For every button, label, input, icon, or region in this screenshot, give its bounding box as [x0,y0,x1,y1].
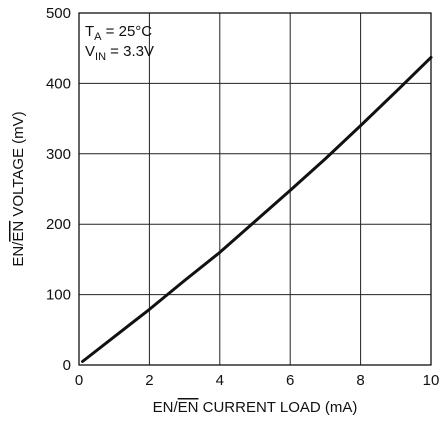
y-axis-title: EN/EN VOLTAGE (mV) [10,111,27,266]
y-tick-label-2: 200 [46,216,71,233]
plot-frame [78,12,432,366]
y-tick-labels: 0 100 200 300 400 500 [46,5,71,374]
condition-temperature: TA = 25°C [85,23,152,43]
x-axis-title: EN/EN CURRENT LOAD (mA) [153,399,358,416]
y-tick-label-4: 400 [46,75,71,92]
x-tick-label-2: 4 [216,372,224,389]
x-tick-label-3: 6 [286,372,294,389]
series-line [81,55,433,363]
condition-input-voltage: VIN = 3.3V [85,43,154,63]
conditions-annotation: TA = 25°C VIN = 3.3V [85,23,154,63]
y-tick-label-0: 0 [63,357,71,374]
x-tick-labels: 0 2 4 6 8 10 [75,372,440,389]
y-tick-label-3: 300 [46,146,71,163]
y-tick-label-5: 500 [46,5,71,22]
x-tick-label-5: 10 [423,372,440,389]
grid-lines [79,13,431,365]
x-tick-label-0: 0 [75,372,83,389]
x-tick-label-4: 8 [356,372,364,389]
y-tick-label-1: 100 [46,287,71,304]
x-tick-label-1: 2 [145,372,153,389]
